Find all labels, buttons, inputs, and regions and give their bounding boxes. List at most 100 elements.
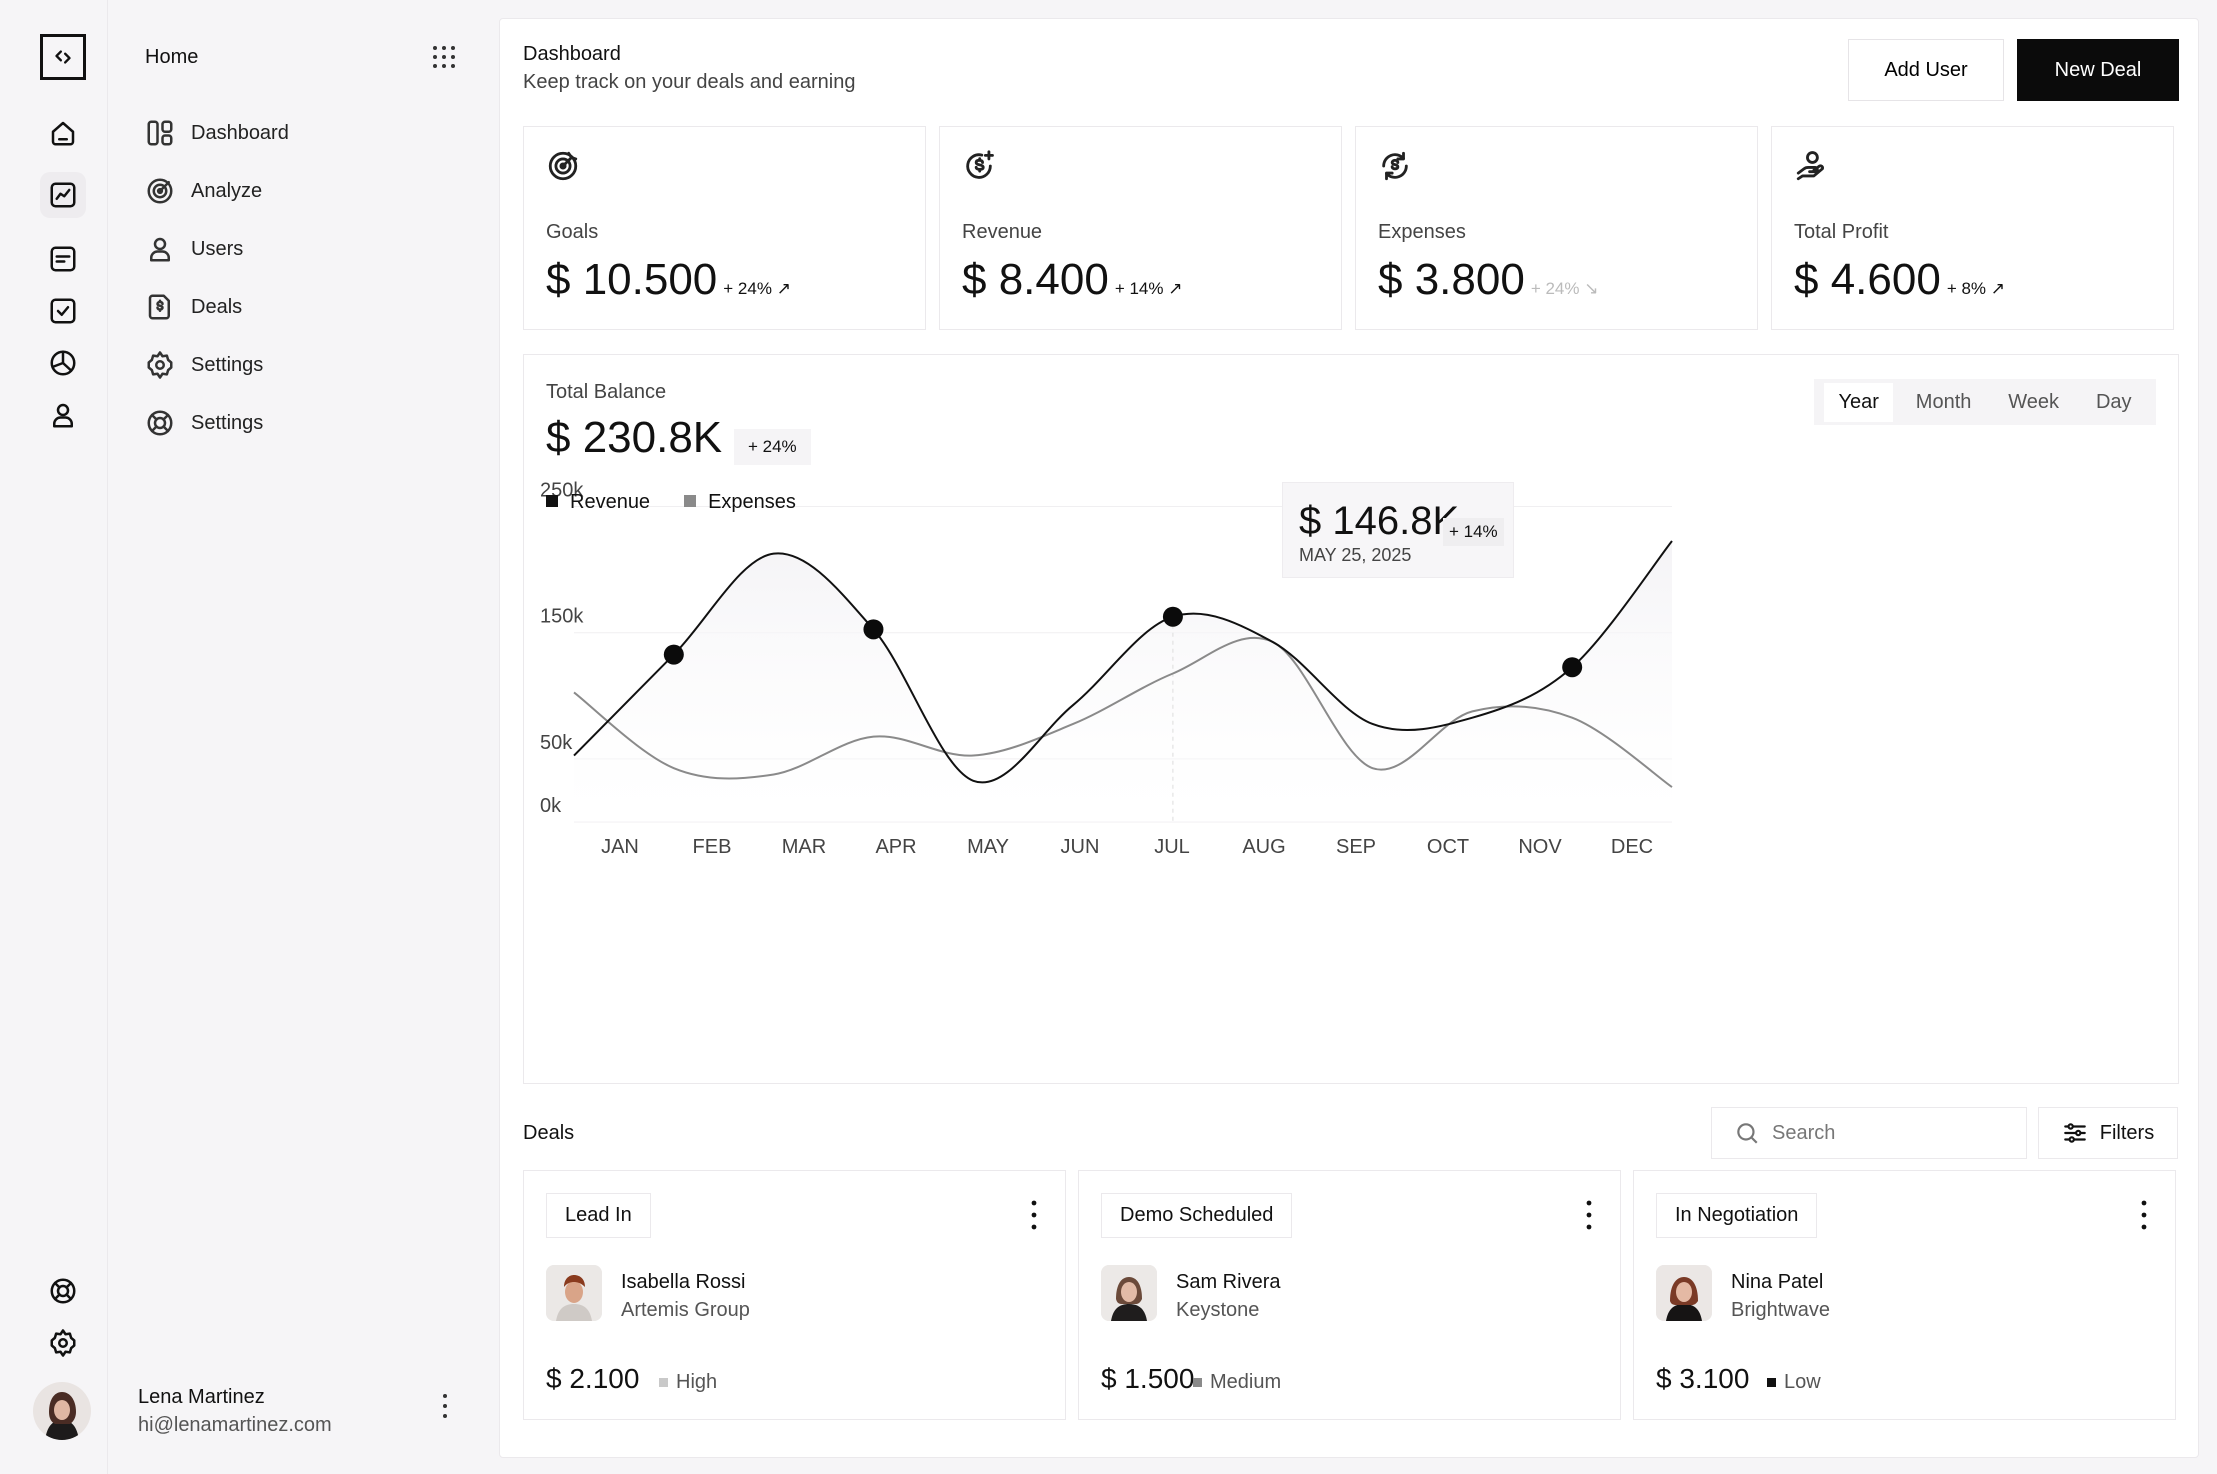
x-tick-label: AUG xyxy=(1242,836,1285,858)
layout-icon xyxy=(147,120,173,146)
deal-card-lead-in[interactable]: Lead In Isabella Rossi Artemis Group $ 2… xyxy=(523,1170,1066,1420)
dollar-circle-icon xyxy=(966,150,994,179)
new-deal-button[interactable]: New Deal xyxy=(2017,39,2179,101)
deal-company: Brightwave xyxy=(1731,1299,1830,1321)
x-tick-label: OCT xyxy=(1427,836,1469,858)
sidebar: Home Dashboard Analyze Users Deals Setti… xyxy=(33,0,499,1474)
search-placeholder: Search xyxy=(1772,1121,1836,1144)
user-profile[interactable]: Lena Martinez hi@lenamartinez.com xyxy=(33,1378,499,1448)
stat-label: Goals xyxy=(546,221,599,243)
y-tick-label: 50k xyxy=(540,732,573,754)
deal-priority: Medium xyxy=(1193,1371,1281,1394)
home-icon[interactable] xyxy=(40,110,86,156)
stat-card-expenses: Expenses $ 3.800 + 24% ↘ xyxy=(1355,126,1758,330)
x-tick-label: SEP xyxy=(1336,836,1376,858)
lifebuoy-icon[interactable] xyxy=(40,1268,86,1314)
x-tick-label: JUL xyxy=(1154,836,1190,858)
x-tick-label: MAR xyxy=(782,836,826,858)
pie-chart-icon[interactable] xyxy=(40,340,86,386)
y-tick-label: 150k xyxy=(540,606,584,628)
period-week[interactable]: Week xyxy=(2008,390,2060,413)
deal-company: Artemis Group xyxy=(621,1299,750,1321)
period-year[interactable]: Year xyxy=(1824,382,1893,422)
logo-icon[interactable] xyxy=(40,34,86,80)
y-tick-label: 0k xyxy=(540,795,562,817)
sidebar-item-dashboard[interactable]: Dashboard xyxy=(145,113,289,153)
user-icon xyxy=(150,237,170,262)
stat-value: $ 3.800 + 24% ↘ xyxy=(1378,255,1599,304)
lifebuoy-icon xyxy=(147,410,173,436)
gear-icon[interactable] xyxy=(40,1320,86,1366)
main-panel: Dashboard Keep track on your deals and e… xyxy=(499,18,2199,1458)
sidebar-item-label: Settings xyxy=(191,353,264,376)
dollar-file-icon xyxy=(148,294,170,320)
target-icon xyxy=(147,178,173,204)
icon-rail xyxy=(0,0,108,1474)
deal-priority: High xyxy=(659,1371,717,1394)
more-vertical-icon[interactable] xyxy=(439,1386,451,1426)
deal-contact-name: Isabella Rossi xyxy=(621,1271,746,1293)
add-user-button[interactable]: Add User xyxy=(1848,39,2004,101)
more-vertical-icon[interactable] xyxy=(2140,1195,2148,1235)
avatar xyxy=(1656,1265,1712,1321)
page-subtitle: Keep track on your deals and earning xyxy=(523,71,856,93)
stat-value: $ 4.600 + 8% ↗ xyxy=(1794,255,2006,304)
user-icon[interactable] xyxy=(40,392,86,438)
filters-label: Filters xyxy=(2099,1121,2155,1144)
deal-contact-name: Sam Rivera xyxy=(1176,1271,1281,1293)
deal-stage-badge: Demo Scheduled xyxy=(1101,1193,1293,1238)
target-icon xyxy=(548,151,578,181)
tooltip-value: $ 146.8K xyxy=(1299,499,1460,543)
stat-label: Expenses xyxy=(1378,221,1466,243)
avatar xyxy=(546,1265,602,1321)
stat-card-revenue: Revenue $ 8.400 + 14% ↗ xyxy=(939,126,1342,330)
message-icon[interactable] xyxy=(40,236,86,282)
analytics-icon[interactable] xyxy=(40,172,86,218)
stat-change: + 14% ↗ xyxy=(1114,279,1183,298)
period-month[interactable]: Month xyxy=(1915,390,1972,413)
sidebar-item-analyze[interactable]: Analyze xyxy=(145,171,262,211)
legend-item-expenses[interactable]: Expenses xyxy=(684,491,796,514)
deals-title: Deals xyxy=(523,1122,575,1144)
deal-amount: $ 3.100 xyxy=(1656,1363,1750,1394)
deal-priority: Low xyxy=(1767,1371,1821,1394)
sidebar-item-deals[interactable]: Deals xyxy=(145,287,242,327)
grid-dots-icon[interactable] xyxy=(431,44,457,70)
sidebar-item-users[interactable]: Users xyxy=(145,229,243,269)
stat-value: $ 8.400 + 14% ↗ xyxy=(962,255,1183,304)
series-line-revenue xyxy=(573,540,1673,784)
data-point xyxy=(1162,606,1183,627)
more-vertical-icon[interactable] xyxy=(1030,1195,1038,1235)
tooltip-change: + 14% xyxy=(1443,518,1504,546)
sidebar-item-settings[interactable]: Settings xyxy=(145,345,263,385)
period-day[interactable]: Day xyxy=(2095,390,2132,413)
sidebar-item-label: Settings xyxy=(191,411,264,434)
deals-search-input[interactable]: Search xyxy=(1711,1107,2027,1159)
sliders-icon xyxy=(2063,1123,2086,1143)
deal-contact-name: Nina Patel xyxy=(1731,1271,1824,1293)
stat-label: Revenue xyxy=(962,221,1043,243)
stat-label: Total Profit xyxy=(1794,221,1889,243)
search-icon xyxy=(1737,1123,1758,1144)
filters-button[interactable]: Filters xyxy=(2038,1107,2178,1159)
period-selector: Year Month Week Day xyxy=(1814,379,2156,425)
deal-card-in-negotiation[interactable]: In Negotiation Nina Patel Brightwave $ 3… xyxy=(1633,1170,2176,1420)
x-tick-label: FEB xyxy=(693,836,732,858)
stat-change: + 8% ↗ xyxy=(1946,279,2006,298)
stat-change: + 24% ↗ xyxy=(723,279,791,298)
sidebar-item-label: Deals xyxy=(191,295,243,318)
page-title: Dashboard xyxy=(523,43,621,65)
profile-email: hi@lenamartinez.com xyxy=(138,1414,332,1436)
task-icon[interactable] xyxy=(40,288,86,334)
more-vertical-icon[interactable] xyxy=(1585,1195,1593,1235)
chart-legend: Revenue Expenses xyxy=(546,491,796,514)
deal-amount: $ 1.500 xyxy=(1101,1363,1195,1394)
profile-name: Lena Martinez xyxy=(138,1386,265,1408)
deal-card-demo-scheduled[interactable]: Demo Scheduled Sam Rivera Keystone $ 1.5… xyxy=(1078,1170,1621,1420)
avatar[interactable] xyxy=(33,1382,91,1440)
balance-label: Total Balance xyxy=(546,381,667,403)
legend-item-revenue[interactable]: Revenue xyxy=(546,491,650,514)
sidebar-item-label: Analyze xyxy=(191,179,263,202)
sidebar-item-support[interactable]: Settings xyxy=(145,403,263,443)
series-line-expenses xyxy=(573,636,1673,788)
